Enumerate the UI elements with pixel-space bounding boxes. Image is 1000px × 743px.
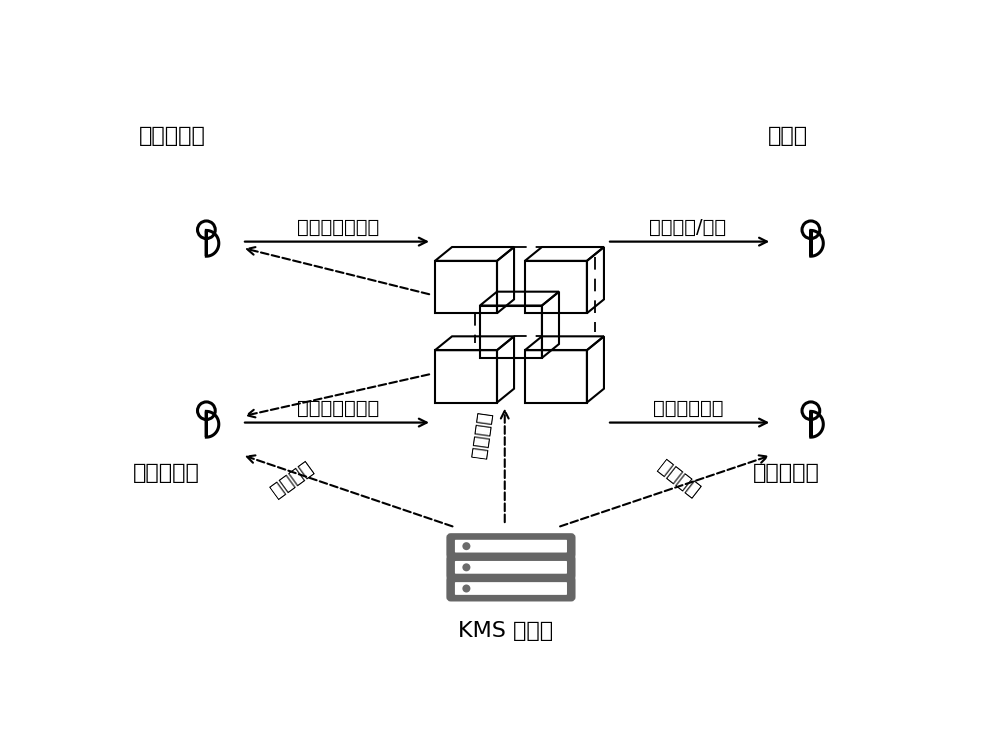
FancyBboxPatch shape	[449, 536, 572, 556]
FancyBboxPatch shape	[449, 579, 572, 598]
FancyBboxPatch shape	[455, 561, 567, 574]
Text: 密钥分发: 密钥分发	[469, 410, 494, 459]
Text: 代码提供方: 代码提供方	[133, 463, 200, 483]
FancyBboxPatch shape	[455, 582, 567, 595]
Text: KMS 服务器: KMS 服务器	[458, 621, 553, 641]
Text: 获得计算结果: 获得计算结果	[653, 399, 723, 418]
Text: 模型加密，存储: 模型加密，存储	[297, 399, 380, 418]
Text: 密钥分发: 密钥分发	[655, 457, 703, 501]
Text: 计算方: 计算方	[768, 126, 808, 146]
Text: 密钥分发: 密钥分发	[267, 458, 316, 501]
Circle shape	[462, 585, 470, 592]
Circle shape	[462, 563, 470, 571]
Text: 数据提供方: 数据提供方	[139, 126, 206, 146]
Circle shape	[462, 542, 470, 550]
Text: 数据使用方: 数据使用方	[753, 463, 820, 483]
Text: 数据加密，存储: 数据加密，存储	[297, 218, 380, 237]
FancyBboxPatch shape	[455, 539, 567, 553]
Text: 加载数据/模型: 加载数据/模型	[649, 218, 727, 237]
FancyBboxPatch shape	[449, 557, 572, 577]
